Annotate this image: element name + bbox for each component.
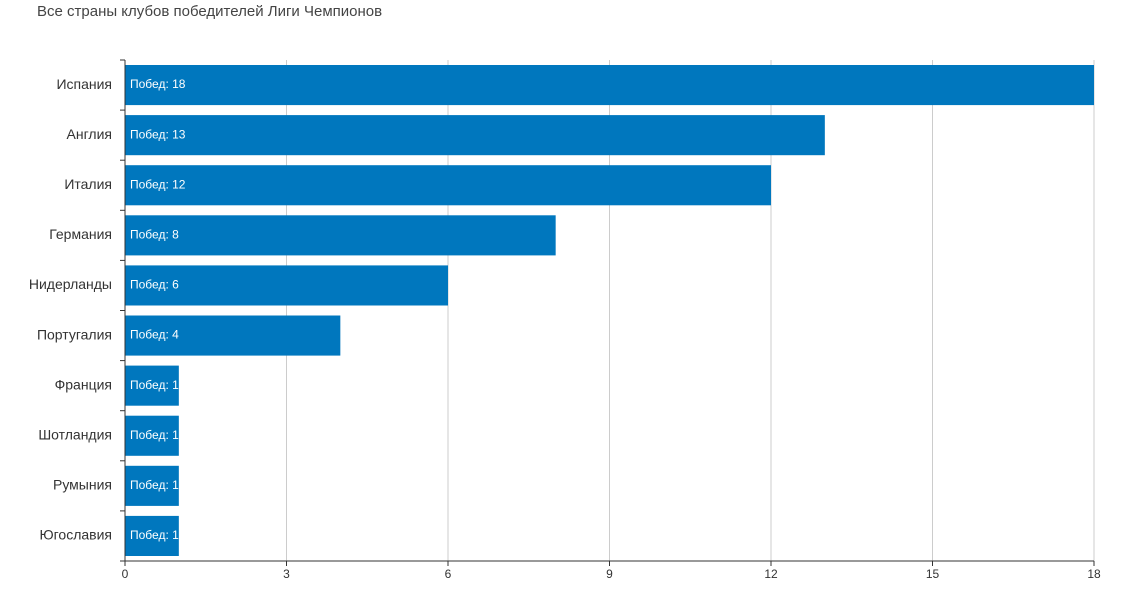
x-tick-label: 6	[445, 567, 452, 581]
value-label: Побед: 1	[130, 378, 179, 392]
bar	[125, 165, 771, 206]
x-tick-label: 12	[764, 567, 778, 581]
value-label: Побед: 4	[130, 328, 179, 342]
bar	[125, 465, 179, 506]
bar	[125, 65, 1094, 106]
value-label: Побед: 18	[130, 77, 186, 91]
x-tick-label: 18	[1087, 567, 1101, 581]
bar	[125, 265, 448, 306]
value-label: Побед: 6	[130, 278, 179, 292]
y-tick-label: Португалия	[37, 326, 112, 342]
x-tick-label: 9	[606, 567, 613, 581]
x-tick-label: 0	[122, 567, 129, 581]
y-tick-label: Франция	[55, 376, 112, 392]
bar	[125, 115, 825, 156]
chart-title: Все страны клубов победителей Лиги Чемпи…	[37, 3, 382, 20]
y-tick-label: Италия	[64, 176, 112, 192]
x-tick-label: 3	[283, 567, 290, 581]
x-tick-label: 15	[926, 567, 940, 581]
value-label: Побед: 8	[130, 228, 179, 242]
value-label: Побед: 1	[130, 528, 179, 542]
y-tick-label: Шотландия	[38, 426, 112, 442]
bar	[125, 315, 341, 356]
value-label: Побед: 1	[130, 428, 179, 442]
y-tick-label: Нидерланды	[29, 276, 112, 292]
value-label: Побед: 13	[130, 127, 186, 141]
value-label: Побед: 12	[130, 177, 186, 191]
y-tick-label: Югославия	[39, 527, 112, 543]
y-tick-label: Англия	[67, 126, 112, 142]
bar	[125, 215, 556, 256]
bar	[125, 415, 179, 456]
value-label: Побед: 1	[130, 478, 179, 492]
bar	[125, 365, 179, 406]
y-tick-label: Румыния	[53, 477, 112, 493]
y-tick-label: Германия	[49, 226, 112, 242]
y-tick-label: Испания	[56, 76, 112, 92]
bar	[125, 515, 179, 556]
